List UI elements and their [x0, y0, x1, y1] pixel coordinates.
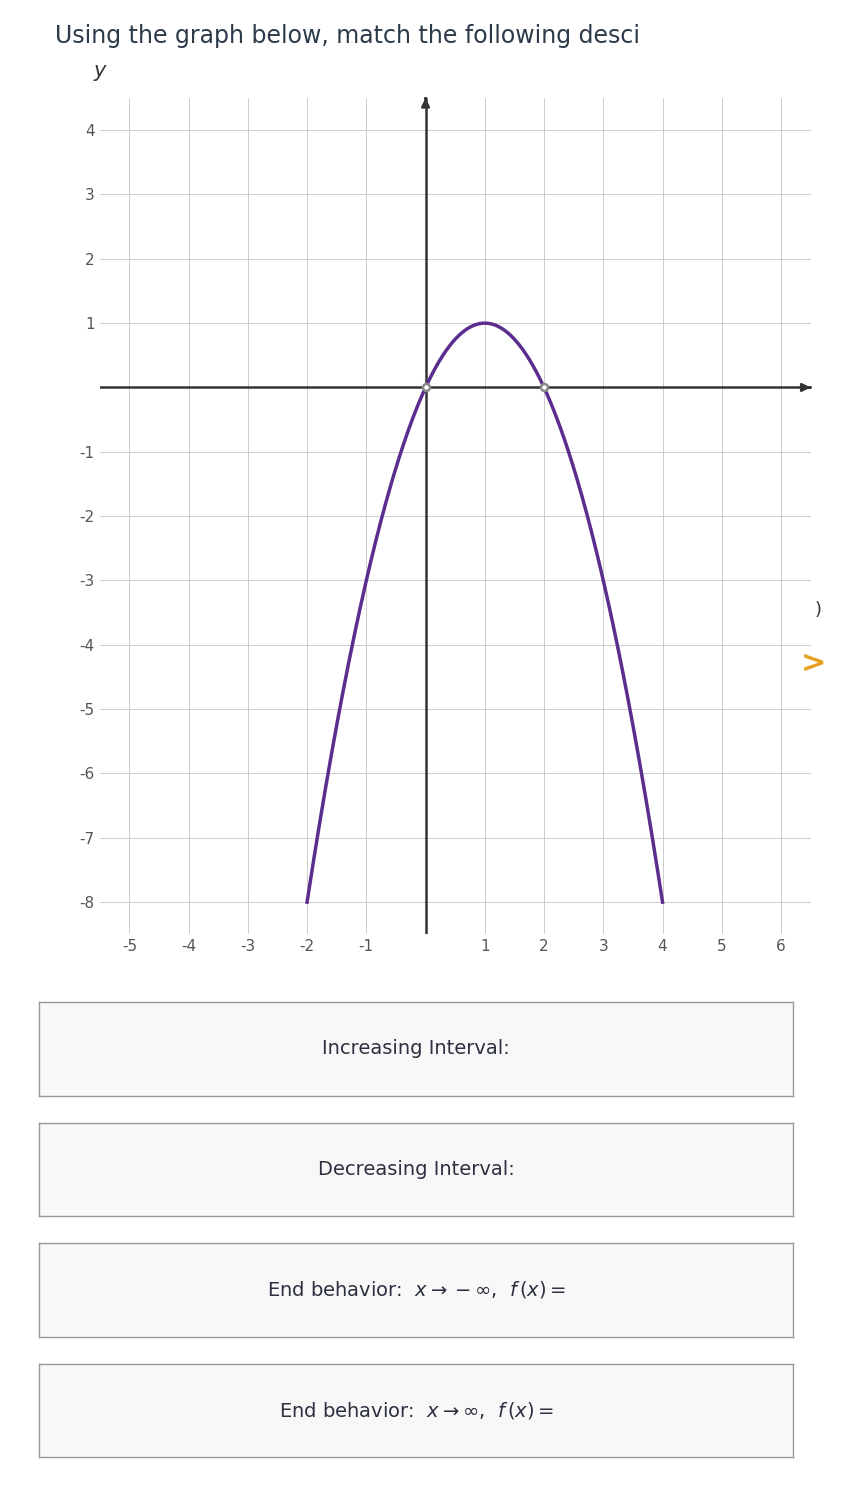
Text: >: >	[800, 648, 826, 678]
Text: End behavior:  $x \to  \infty$,  $f\,(x) =$: End behavior: $x \to \infty$, $f\,(x) =$	[278, 1400, 554, 1421]
Text: y: y	[94, 62, 106, 81]
Text: Increasing Interval:: Increasing Interval:	[323, 1040, 510, 1058]
Text: ): )	[814, 601, 821, 619]
Text: End behavior:  $x \to -\infty$,  $f\,(x) =$: End behavior: $x \to -\infty$, $f\,(x) =…	[267, 1279, 565, 1301]
Text: Decreasing Interval:: Decreasing Interval:	[318, 1160, 514, 1178]
Text: Using the graph below, match the following desci: Using the graph below, match the followi…	[55, 24, 641, 48]
